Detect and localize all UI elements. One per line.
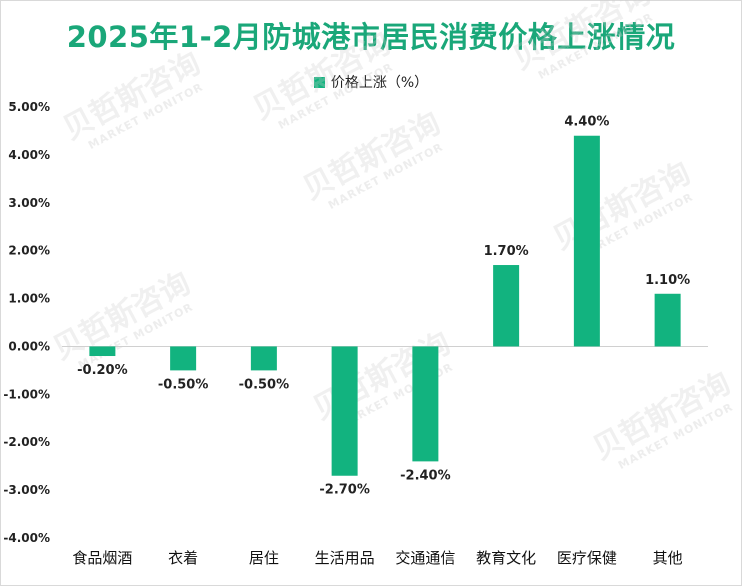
data-label: -2.40% [400, 468, 451, 483]
y-tick-label: 2.00% [8, 244, 50, 258]
data-label: 1.10% [645, 273, 690, 288]
legend-label: 价格上涨（%） [330, 75, 429, 91]
watermark-text: 贝哲斯咨询 [507, 0, 656, 77]
legend-swatch [313, 76, 325, 88]
bar [412, 346, 439, 462]
x-tick-label: 其他 [653, 549, 683, 567]
data-label: 1.70% [484, 244, 529, 259]
legend: 价格上涨（%） [0, 72, 742, 92]
data-label: -0.50% [158, 377, 209, 392]
y-axis-ticks: 5.00% 4.00% 3.00% 2.00% 1.00% 0.00% -1.00% -2.0… [3, 100, 50, 545]
bar [89, 346, 116, 357]
data-label: -0.20% [77, 363, 128, 378]
x-tick-label: 居住 [249, 549, 279, 567]
y-tick-label: 5.00% [8, 100, 50, 114]
data-label: -0.50% [239, 377, 290, 392]
bar [170, 346, 197, 371]
y-tick-label: 1.00% [8, 292, 50, 306]
data-labels: -0.20% -0.50% -0.50% -2.70% -2.40% 1.70% 4.40%… [77, 115, 690, 498]
y-tick-label: 4.00% [8, 148, 50, 162]
x-axis-ticks: 食品烟酒 衣着 居住 生活用品 交通通信 教育文化 医疗保健 其他 [72, 549, 682, 567]
y-tick-label: -2.00% [3, 435, 50, 449]
x-tick-label: 衣着 [168, 549, 198, 567]
bar [250, 346, 277, 371]
bars [89, 135, 681, 476]
x-tick-label: 生活用品 [315, 549, 375, 567]
chart-title: 2025年1-2月防城港市居民消费价格上涨情况 [66, 20, 676, 54]
y-tick-label: -3.00% [3, 483, 50, 497]
x-tick-label: 教育文化 [476, 549, 536, 567]
bar [654, 293, 681, 347]
y-tick-label: -4.00% [3, 531, 50, 545]
y-tick-label: 3.00% [8, 196, 50, 210]
y-tick-label: 0.00% [8, 339, 50, 353]
x-tick-label: 交通通信 [395, 549, 455, 567]
bar [331, 346, 358, 476]
data-label: -2.70% [319, 483, 370, 498]
data-label: 4.40% [564, 115, 609, 130]
x-tick-label: 食品烟酒 [72, 549, 132, 567]
x-tick-label: 医疗保健 [557, 549, 617, 567]
bar [493, 265, 520, 347]
y-tick-label: -1.00% [3, 387, 50, 401]
bar [573, 135, 600, 347]
